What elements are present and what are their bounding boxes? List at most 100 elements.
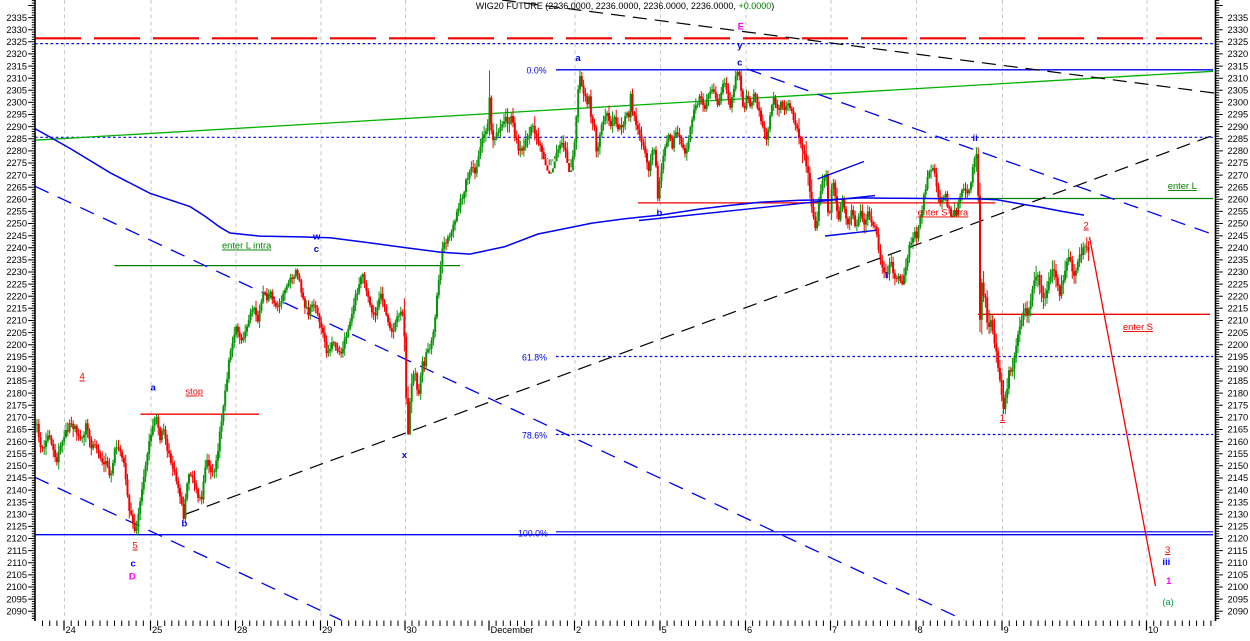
- svg-text:2135: 2135: [6, 497, 27, 507]
- svg-text:2: 2: [1084, 221, 1089, 232]
- svg-text:2200: 2200: [1228, 340, 1249, 350]
- svg-text:2295: 2295: [6, 110, 27, 120]
- svg-text:2155: 2155: [6, 449, 27, 459]
- svg-text:2145: 2145: [6, 473, 27, 483]
- svg-text:2325: 2325: [1228, 37, 1249, 47]
- svg-text:2270: 2270: [1228, 170, 1249, 180]
- svg-text:2290: 2290: [1228, 122, 1249, 132]
- svg-text:2240: 2240: [6, 243, 27, 253]
- svg-text:2115: 2115: [1228, 546, 1248, 556]
- svg-text:2300: 2300: [1228, 98, 1249, 108]
- svg-text:2110: 2110: [7, 558, 27, 568]
- svg-text:2230: 2230: [6, 267, 27, 277]
- svg-text:7: 7: [832, 625, 837, 635]
- svg-text:2180: 2180: [6, 388, 27, 398]
- svg-text:0.0%: 0.0%: [527, 66, 547, 76]
- svg-text:2130: 2130: [6, 510, 27, 520]
- svg-text:2090: 2090: [6, 606, 27, 616]
- svg-text:2105: 2105: [1228, 570, 1249, 580]
- svg-text:29: 29: [322, 625, 332, 635]
- svg-text:2310: 2310: [6, 73, 27, 83]
- svg-text:2315: 2315: [1228, 61, 1249, 71]
- svg-text:2305: 2305: [6, 86, 27, 96]
- svg-text:b: b: [182, 519, 188, 530]
- svg-text:2200: 2200: [6, 340, 27, 350]
- svg-text:2230: 2230: [1228, 267, 1249, 277]
- svg-text:ii: ii: [973, 133, 978, 144]
- svg-text:E: E: [738, 22, 744, 33]
- svg-text:2110: 2110: [1228, 558, 1248, 568]
- svg-text:(a): (a): [1162, 597, 1173, 607]
- svg-text:2215: 2215: [1228, 304, 1249, 314]
- svg-text:8: 8: [918, 625, 923, 635]
- svg-text:2290: 2290: [6, 122, 27, 132]
- svg-text:2210: 2210: [6, 316, 27, 326]
- svg-text:a: a: [575, 53, 581, 64]
- svg-text:2275: 2275: [1228, 158, 1249, 168]
- svg-text:WIG20 FUTURE (2236.0000, 2236.: WIG20 FUTURE (2236.0000, 2236.0000, 2236…: [476, 1, 774, 11]
- svg-text:c: c: [737, 58, 742, 69]
- svg-text:2120: 2120: [1228, 534, 1249, 544]
- svg-text:2165: 2165: [1228, 425, 1249, 435]
- svg-text:2280: 2280: [6, 146, 27, 156]
- svg-text:a: a: [151, 383, 157, 394]
- svg-text:2195: 2195: [6, 352, 27, 362]
- svg-text:y: y: [737, 41, 743, 52]
- svg-text:2165: 2165: [6, 425, 27, 435]
- svg-text:2185: 2185: [1228, 376, 1249, 386]
- svg-text:5: 5: [662, 625, 667, 635]
- svg-text:2260: 2260: [1228, 195, 1249, 205]
- svg-text:78.6%: 78.6%: [522, 431, 547, 441]
- svg-text:25: 25: [152, 625, 162, 635]
- svg-text:2170: 2170: [6, 413, 27, 423]
- svg-text:2215: 2215: [6, 304, 27, 314]
- svg-text:w: w: [312, 232, 321, 243]
- svg-text:2225: 2225: [1228, 279, 1249, 289]
- svg-text:2225: 2225: [6, 279, 27, 289]
- svg-text:2235: 2235: [6, 255, 27, 265]
- svg-text:2250: 2250: [6, 219, 27, 229]
- svg-text:2270: 2270: [6, 170, 27, 180]
- svg-text:2240: 2240: [1228, 243, 1249, 253]
- svg-text:2330: 2330: [1228, 25, 1249, 35]
- svg-text:2100: 2100: [1228, 582, 1249, 592]
- svg-text:x: x: [402, 450, 408, 461]
- svg-text:2100: 2100: [6, 582, 27, 592]
- svg-text:enter S intra: enter S intra: [918, 208, 969, 218]
- svg-text:enter L: enter L: [1168, 181, 1197, 191]
- svg-text:2170: 2170: [1228, 413, 1249, 423]
- svg-text:2320: 2320: [6, 49, 27, 59]
- svg-text:2145: 2145: [1228, 473, 1249, 483]
- svg-text:2305: 2305: [1228, 86, 1249, 96]
- svg-text:5: 5: [133, 541, 138, 552]
- svg-text:2315: 2315: [6, 61, 27, 71]
- svg-text:6: 6: [747, 625, 752, 635]
- svg-text:2265: 2265: [6, 182, 27, 192]
- svg-text:2130: 2130: [1228, 510, 1249, 520]
- svg-text:28: 28: [237, 625, 247, 635]
- svg-text:2140: 2140: [1228, 485, 1249, 495]
- svg-text:2150: 2150: [6, 461, 27, 471]
- svg-text:2210: 2210: [1228, 316, 1249, 326]
- svg-text:enter S: enter S: [1123, 322, 1153, 332]
- svg-text:2135: 2135: [1228, 497, 1249, 507]
- svg-text:2190: 2190: [6, 364, 27, 374]
- svg-text:2335: 2335: [1228, 13, 1249, 23]
- svg-text:2115: 2115: [7, 546, 27, 556]
- svg-text:2235: 2235: [1228, 255, 1249, 265]
- svg-text:2320: 2320: [1228, 49, 1249, 59]
- svg-text:2160: 2160: [6, 437, 27, 447]
- svg-text:2: 2: [576, 625, 581, 635]
- svg-text:4: 4: [80, 372, 85, 383]
- svg-text:2280: 2280: [1228, 146, 1249, 156]
- svg-text:i: i: [886, 271, 889, 282]
- svg-text:2245: 2245: [1228, 231, 1249, 241]
- svg-text:D: D: [129, 572, 136, 583]
- svg-text:2205: 2205: [1228, 328, 1249, 338]
- svg-text:2295: 2295: [1228, 110, 1249, 120]
- svg-text:2175: 2175: [6, 401, 27, 411]
- svg-text:2140: 2140: [6, 485, 27, 495]
- svg-text:2180: 2180: [1228, 388, 1249, 398]
- svg-text:iii: iii: [1162, 557, 1170, 568]
- svg-text:2195: 2195: [1228, 352, 1249, 362]
